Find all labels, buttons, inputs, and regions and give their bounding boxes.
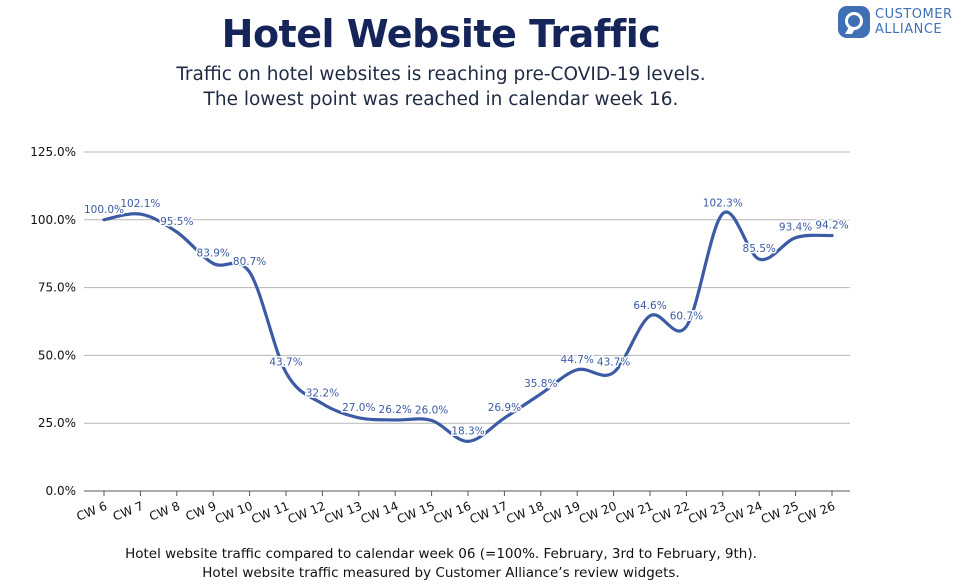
data-point: [576, 368, 579, 371]
data-point: [685, 325, 688, 328]
data-point: [430, 419, 433, 422]
x-tick-label: CW 26: [795, 499, 837, 527]
data-label: 93.4%: [779, 222, 812, 234]
y-tick-label: 0.0%: [46, 484, 77, 498]
x-tick-label: CW 8: [147, 499, 182, 524]
x-tick-label: CW 11: [249, 499, 291, 527]
data-point: [248, 271, 251, 274]
data-label: 43.7%: [269, 356, 302, 368]
x-tick-label: CW 22: [650, 499, 692, 527]
x-tick-label: CW 21: [613, 499, 655, 527]
data-label: 27.0%: [342, 402, 375, 414]
data-label: 26.2%: [379, 404, 412, 416]
data-point: [539, 392, 542, 395]
data-point: [758, 258, 761, 261]
footnote-line-2: Hotel website traffic measured by Custom…: [202, 565, 680, 581]
data-label: 43.7%: [597, 356, 630, 368]
x-tick-label: CW 12: [286, 499, 328, 527]
x-tick-label: CW 15: [395, 499, 437, 527]
data-point: [394, 418, 397, 421]
footnote-line-1: Hotel website traffic compared to calend…: [125, 546, 757, 562]
x-tick-label: CW 23: [686, 499, 728, 527]
x-tick-label: CW 13: [322, 499, 364, 527]
data-point: [175, 231, 178, 234]
chart-subtitle-line-2: The lowest point was reached in calendar…: [203, 89, 679, 110]
data-point: [285, 371, 288, 374]
data-label: 18.3%: [451, 425, 484, 437]
x-tick-label: CW 17: [468, 499, 510, 527]
chart-title: Hotel Website Traffic: [221, 12, 661, 56]
data-label: 85.5%: [743, 243, 776, 255]
series-line: [102, 210, 834, 443]
x-tick-label: CW 18: [504, 499, 546, 527]
y-tick-label: 125.0%: [30, 145, 76, 159]
customer-alliance-logo: CUSTOMER ALLIANCE: [838, 4, 958, 40]
x-tick-label: CW 20: [577, 499, 619, 527]
speech-bubble-icon: [838, 6, 870, 38]
data-point: [321, 402, 324, 405]
data-label: 44.7%: [561, 354, 594, 366]
x-tick-label: CW 6: [74, 499, 109, 524]
data-point: [794, 236, 797, 239]
data-point: [103, 218, 106, 221]
x-tick-label: CW 24: [723, 499, 765, 527]
data-point: [212, 262, 215, 265]
data-point: [467, 440, 470, 443]
logo-text-line-2: ALLIANCE: [875, 22, 943, 37]
data-label: 100.0%: [84, 204, 124, 216]
x-tick-label: CW 14: [359, 499, 401, 527]
chart-subtitle-line-1: Traffic on hotel websites is reaching pr…: [176, 64, 706, 85]
data-point: [831, 234, 834, 237]
logo-text-line-1: CUSTOMER: [875, 7, 953, 22]
x-tick-label: CW 9: [184, 499, 219, 524]
data-label: 26.0%: [415, 404, 448, 416]
data-point: [139, 213, 142, 216]
x-tick-label: CW 7: [111, 499, 146, 524]
data-point: [612, 371, 615, 374]
x-tick-label: CW 19: [541, 499, 583, 527]
x-tick-label: CW 10: [213, 499, 255, 527]
data-label: 102.3%: [703, 198, 743, 210]
data-label: 94.2%: [815, 220, 848, 232]
data-label: 80.7%: [233, 256, 266, 268]
data-label: 32.2%: [306, 388, 339, 400]
y-tick-label: 75.0%: [38, 281, 76, 295]
data-label: 102.1%: [120, 198, 160, 210]
data-point: [649, 314, 652, 317]
data-label: 83.9%: [197, 247, 230, 259]
data-point: [357, 416, 360, 419]
data-point: [503, 417, 506, 420]
y-tick-label: 25.0%: [38, 416, 76, 430]
data-label: 60.7%: [670, 310, 703, 322]
x-tick-label: CW 16: [431, 499, 473, 527]
data-label: 35.8%: [524, 378, 557, 390]
data-label: 64.6%: [633, 300, 666, 312]
y-tick-label: 100.0%: [30, 213, 76, 227]
data-point: [721, 212, 724, 215]
x-tick-label: CW 25: [759, 499, 801, 527]
data-label: 26.9%: [488, 402, 521, 414]
data-label: 95.5%: [160, 216, 193, 228]
y-tick-label: 50.0%: [38, 348, 76, 362]
